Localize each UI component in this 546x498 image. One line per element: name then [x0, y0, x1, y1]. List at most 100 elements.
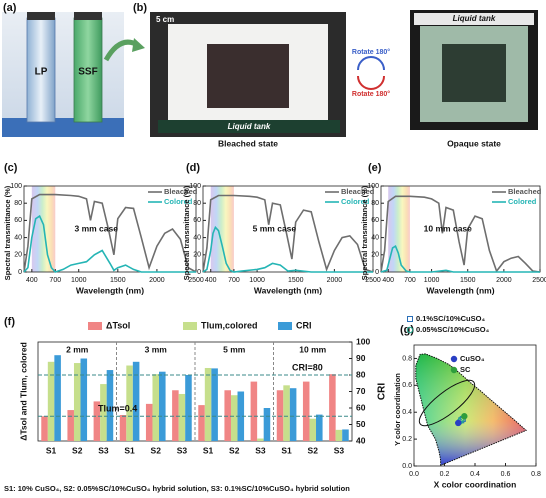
bar	[316, 414, 323, 441]
rotate-label: Rotate 180°	[352, 48, 390, 56]
y2-tick-label: 90	[356, 353, 366, 363]
series-line	[380, 195, 541, 273]
y-tick-label: 0.0	[402, 463, 412, 470]
group-label: 2 mm	[66, 344, 89, 354]
x-tick-label: 2500	[188, 277, 204, 284]
bar	[132, 361, 140, 441]
series-line	[23, 214, 196, 273]
marker	[455, 419, 462, 427]
x-tick-label: S2	[151, 445, 162, 455]
bar	[73, 363, 81, 441]
bar	[302, 381, 310, 441]
cuvette-lp	[26, 17, 56, 123]
bar	[263, 408, 271, 441]
bar	[250, 381, 258, 441]
bar	[335, 429, 343, 441]
bar	[41, 416, 48, 441]
photo-a: LP SSF	[2, 12, 145, 137]
bar	[237, 391, 245, 441]
bar	[67, 410, 74, 441]
rotate-label: Rotate 180°	[352, 90, 390, 98]
x-tick-label: 1500	[288, 277, 304, 284]
y-axis-label: Spectral transmittance (%)	[182, 185, 191, 280]
legend-marker	[407, 316, 413, 322]
legend-label: 0.05%SC/10%CuSO₄	[416, 325, 490, 334]
tank-bar	[158, 120, 340, 133]
x-tick-label: 1000	[424, 277, 440, 284]
x-tick-label: S1	[46, 445, 57, 455]
y2-tick-label: 50	[356, 419, 366, 429]
marker	[461, 413, 468, 420]
bar	[178, 393, 186, 441]
legend-swatch	[278, 322, 292, 330]
photo-b	[150, 10, 538, 137]
legend-label: SC	[460, 365, 471, 374]
x-tick-label: S3	[98, 445, 109, 455]
legend-label: CuSO₄	[460, 354, 485, 363]
tank-label: Liquid tank	[453, 14, 496, 23]
reference-label: CRI=80	[292, 362, 323, 372]
x-axis-label: Wavelength (nm)	[76, 285, 144, 295]
bar	[230, 395, 238, 441]
visible-band	[210, 186, 234, 272]
plot-frame	[23, 185, 197, 273]
bar	[211, 368, 218, 441]
x-tick-label: S3	[255, 445, 266, 455]
x-tick-label: 400	[205, 277, 217, 284]
y-tick-label: 0	[18, 269, 22, 276]
label-lp: LP	[35, 67, 48, 78]
bar	[276, 390, 284, 441]
bar	[126, 365, 133, 441]
bar	[152, 374, 160, 441]
y2-tick-label: 70	[356, 386, 366, 396]
bar	[119, 415, 127, 441]
legend-label: Bleached	[164, 187, 198, 196]
y-axis-label: ΔTsol and Tlum, colored	[18, 342, 28, 441]
panel-label: (e)	[368, 162, 382, 174]
x-tick-label: 2000	[327, 277, 343, 284]
y2-tick-label: 100	[356, 336, 370, 346]
y-tick-label: 100	[189, 183, 201, 190]
y-tick-label: 40	[193, 234, 201, 241]
x-tick-label: 0.4	[470, 471, 480, 478]
legend-label: Colored	[508, 197, 537, 206]
footnote: S1: 10% CuSO₄, S2: 0.05%SC/10%CuSO₄ hybr…	[4, 484, 350, 493]
x-tick-label: 2500	[365, 277, 381, 284]
arrow-head	[132, 38, 145, 52]
bar	[289, 388, 297, 441]
picture	[207, 44, 289, 108]
x-tick-label: S1	[203, 445, 214, 455]
visible-band	[388, 186, 410, 272]
x-axis-label: X color coordination	[434, 479, 517, 489]
bar	[80, 358, 88, 441]
y-tick-label: 80	[14, 200, 22, 207]
y-tick-label: 0.4	[402, 409, 412, 416]
x-tick-label: S2	[308, 445, 319, 455]
gamut-overlay	[415, 353, 528, 467]
y-tick-label: 0	[197, 269, 201, 276]
x-axis-label: Wavelength (nm)	[254, 285, 322, 295]
annotation: 5 mm case	[253, 223, 297, 233]
tank-label: Liquid tank	[228, 122, 271, 131]
legend-marker	[406, 326, 414, 334]
legend-label: CRI	[296, 320, 312, 330]
panel-label: (f)	[4, 316, 15, 328]
x-tick-label: S3	[334, 445, 345, 455]
x-tick-label: S1	[124, 445, 135, 455]
x-tick-label: 0.8	[531, 471, 541, 478]
y2-tick-label: 40	[356, 435, 366, 445]
cuvette-cap	[27, 12, 55, 20]
x-tick-label: 0.6	[501, 471, 511, 478]
bar	[54, 355, 61, 441]
y2-tick-label: 80	[356, 369, 366, 379]
x-tick-label: 1000	[71, 277, 87, 284]
group-label: 3 mm	[145, 344, 168, 354]
state-label: Opaque state	[447, 138, 501, 148]
y-tick-label: 80	[193, 200, 201, 207]
bar	[309, 418, 317, 441]
x-tick-label: 700	[404, 277, 416, 284]
bar	[204, 367, 212, 441]
bar	[342, 429, 349, 441]
y-tick-label: 80	[371, 200, 379, 207]
